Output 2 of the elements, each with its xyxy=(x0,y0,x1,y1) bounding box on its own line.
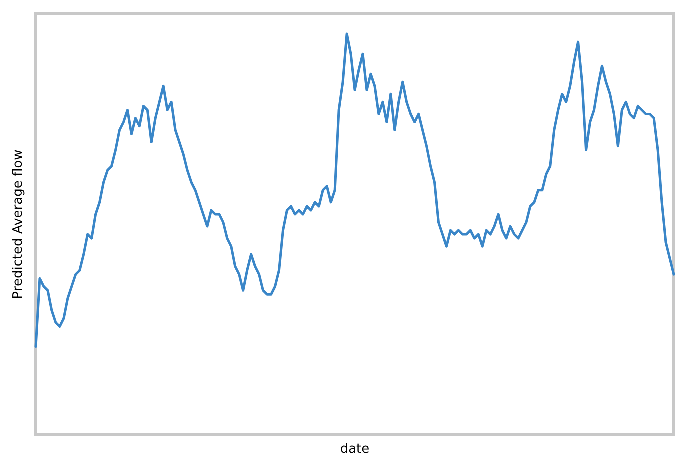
y-axis-title: Predicted Average flow xyxy=(11,149,26,300)
x-axis-title: date xyxy=(340,442,370,457)
